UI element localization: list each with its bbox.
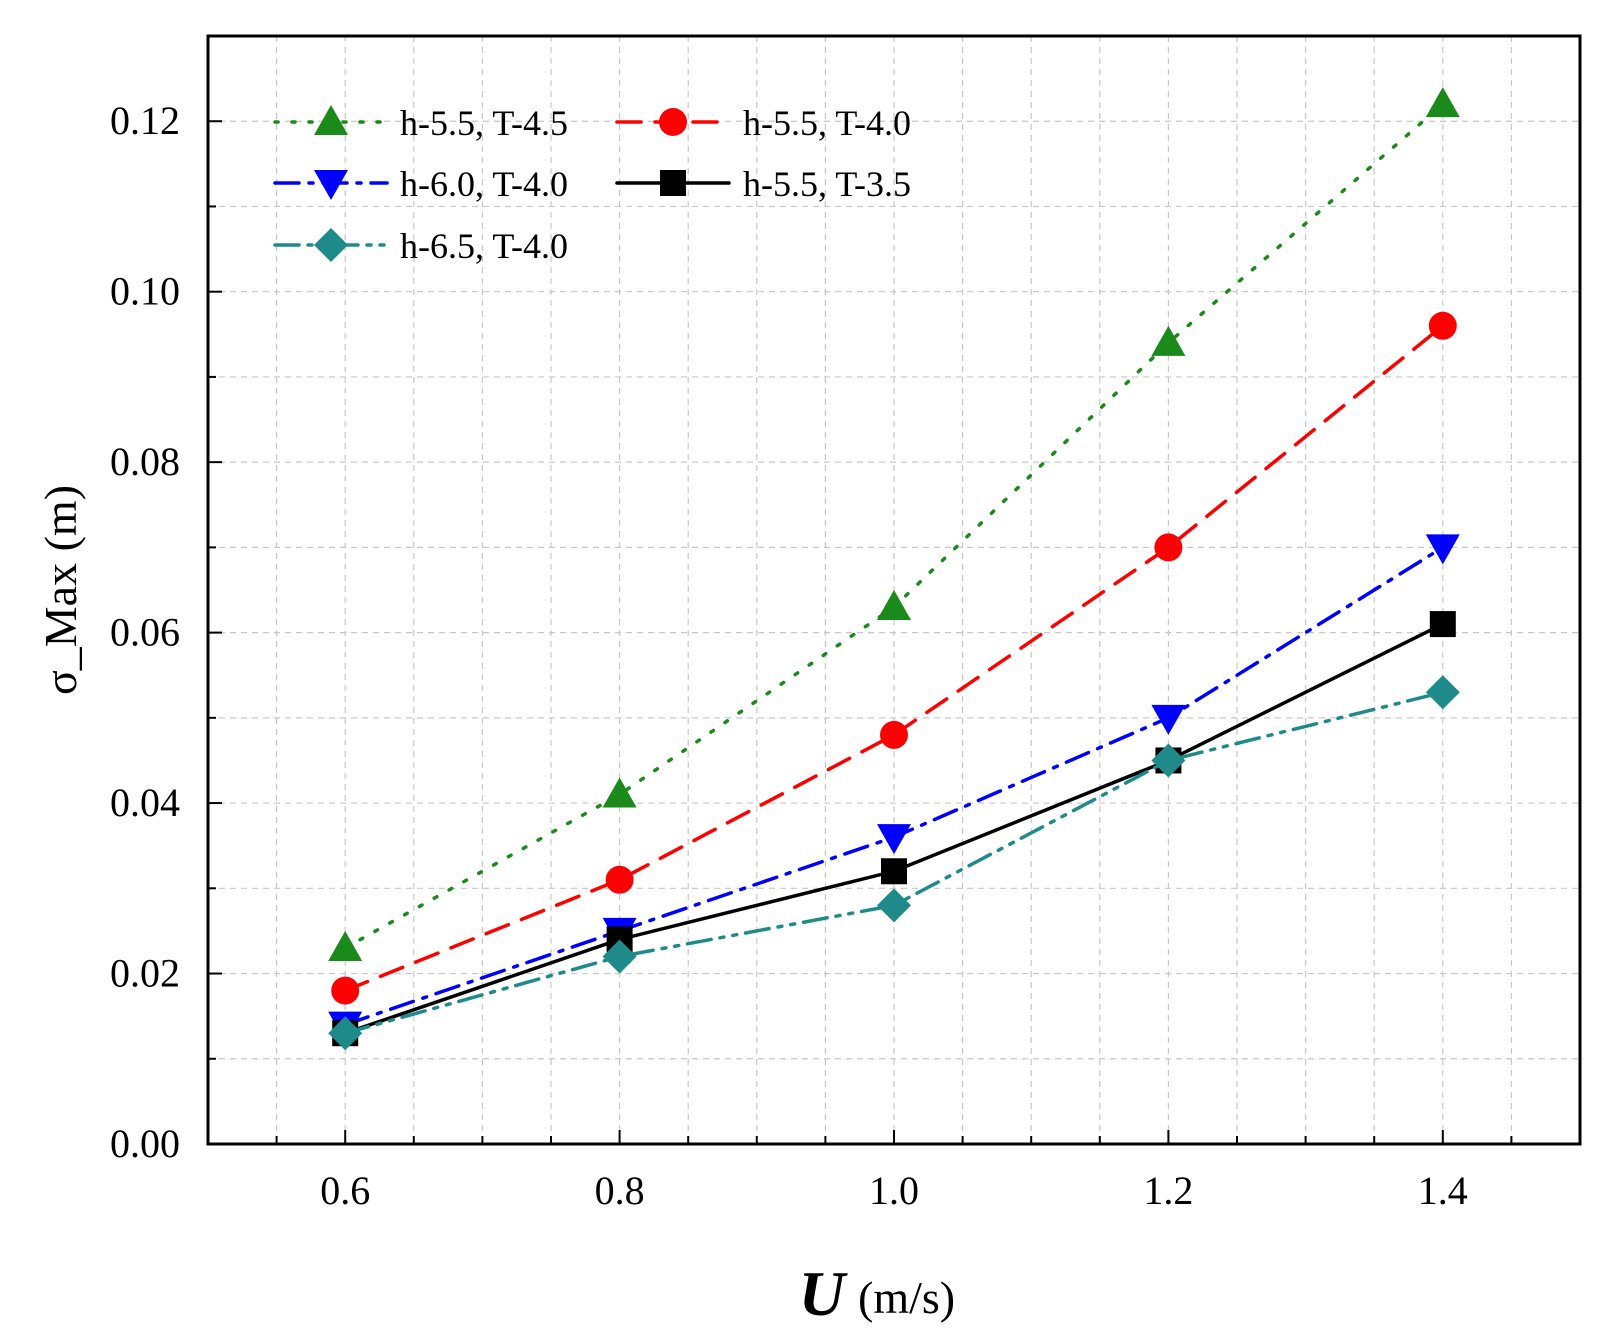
data-point (1151, 743, 1186, 778)
y-tick-label: 0.08 (110, 439, 180, 484)
data-point (331, 976, 360, 1005)
data-point (1425, 534, 1460, 565)
x-tick-label: 0.6 (320, 1168, 370, 1213)
x-axis-unit: (m/s) (858, 1272, 955, 1323)
series-line (343, 324, 1445, 993)
data-point (1425, 675, 1460, 710)
x-axis-symbol: U (799, 1258, 848, 1329)
legend-item: h-5.5, T-3.5 (615, 164, 911, 204)
data-point (881, 858, 907, 885)
legend-marker (314, 105, 348, 135)
y-tick-label: 0.10 (110, 269, 180, 314)
y-axis-title: σ_Max (m) (35, 485, 86, 695)
data-point (1425, 87, 1460, 118)
legend-label: h-6.0, T-4.0 (400, 164, 568, 204)
data-point (328, 1016, 363, 1051)
legend-item: h-6.0, T-4.0 (273, 164, 568, 204)
x-tick-label: 1.2 (1143, 1168, 1193, 1213)
y-tick-label: 0.04 (110, 780, 180, 825)
y-tick-label: 0.12 (110, 98, 180, 143)
series-5 (328, 675, 1460, 1051)
legend-marker (659, 108, 687, 136)
legend-label: h-5.5, T-3.5 (743, 164, 911, 204)
data-point (880, 720, 908, 749)
legend: h-5.5, T-4.5 h-5.5, T-4.0 h-6.0, T-4.0 h-5.… (273, 103, 911, 266)
legend-item: h-5.5, T-4.5 (273, 103, 568, 143)
data-point (1151, 325, 1186, 356)
data-point (1429, 611, 1456, 638)
data-point (605, 865, 634, 894)
data-point (877, 888, 911, 923)
x-tick-label: 1.4 (1418, 1168, 1468, 1213)
y-tick-label: 0.00 (110, 1121, 180, 1166)
data-point (328, 930, 363, 961)
data-point (877, 824, 911, 855)
data-point (1154, 533, 1183, 562)
series-1 (328, 87, 1460, 961)
x-axis-title: U (m/s) (799, 1258, 955, 1329)
y-tick-label: 0.06 (110, 610, 180, 655)
x-tick-label: 1.0 (869, 1168, 919, 1213)
y-tick-label: 0.02 (110, 951, 180, 996)
legend-marker (314, 228, 348, 262)
legend-label: h-5.5, T-4.0 (743, 103, 911, 143)
legend-label: h-5.5, T-4.5 (400, 103, 568, 143)
legend-marker (314, 170, 348, 200)
series-layer (328, 87, 1460, 1051)
legend-label: h-6.5, T-4.0 (400, 226, 568, 266)
series-2 (331, 311, 1457, 1005)
x-tick-label: 0.8 (595, 1168, 645, 1213)
legend-item: h-5.5, T-4.0 (615, 103, 911, 143)
axis-ticks: 0.6 0.8 1.0 1.2 1.4 0.00 0.02 0.04 0.06 0.08 0.10 0… (110, 98, 1513, 1213)
data-point (602, 777, 637, 808)
data-point (1151, 704, 1186, 735)
legend-marker (660, 170, 686, 196)
legend-item: h-6.5, T-4.0 (273, 226, 568, 266)
data-point (877, 590, 911, 621)
data-point (1428, 311, 1457, 340)
data-point (602, 939, 637, 974)
